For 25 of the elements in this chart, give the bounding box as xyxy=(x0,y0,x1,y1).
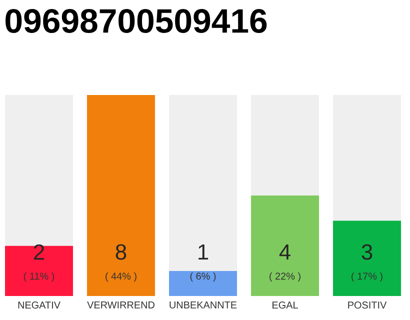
annotation: ( 22% ) xyxy=(270,272,300,282)
annotation: ( 11% ) xyxy=(24,272,54,282)
bar xyxy=(251,95,320,196)
x-tick-label: POSITIV xyxy=(348,302,387,309)
x-tick-label: EGAL xyxy=(272,302,298,309)
bar xyxy=(333,220,402,296)
bar xyxy=(87,95,155,296)
bar xyxy=(169,270,238,296)
data-label: 1 xyxy=(198,244,208,260)
data-label: 4 xyxy=(279,244,290,260)
annotation: ( 44% ) xyxy=(106,272,136,282)
bar xyxy=(251,196,320,296)
annotation: ( 17% ) xyxy=(352,272,382,282)
x-tick-label: UNBEKANNTE xyxy=(170,302,237,308)
x-tick-label: NEGATIV xyxy=(18,302,60,309)
data-label: 2 xyxy=(34,244,44,260)
bar xyxy=(5,246,73,296)
bar xyxy=(169,95,238,271)
data-label: 3 xyxy=(362,244,372,260)
data-label: 8 xyxy=(116,244,126,260)
bar xyxy=(5,95,73,246)
annotation: ( 6% ) xyxy=(190,272,216,282)
chart-title: 09698700509416 xyxy=(6,9,267,33)
bar xyxy=(333,95,402,221)
x-tick-label: VERWIRREND xyxy=(87,302,154,308)
